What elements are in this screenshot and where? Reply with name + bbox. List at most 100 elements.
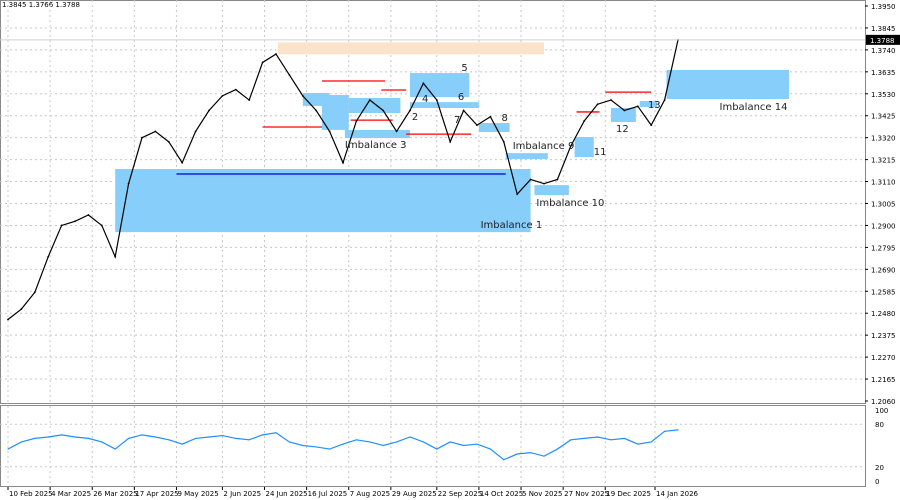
x-tick-label: 29 Aug 2025: [392, 490, 437, 498]
price-point: [502, 140, 505, 143]
price-point: [355, 120, 358, 122]
price-point: [583, 120, 586, 122]
y-tick-label: 1.3740: [871, 47, 896, 55]
price-point: [596, 103, 599, 106]
y-tick-label: 1.3425: [871, 113, 896, 121]
price-point: [449, 140, 452, 143]
imbalance-label: 12: [616, 124, 629, 135]
oscillator-point: [154, 436, 156, 438]
x-tick-label: 10 Feb 2025: [9, 490, 53, 498]
price-point: [234, 88, 237, 91]
price-point: [60, 224, 63, 227]
oscillator-point: [489, 448, 491, 450]
x-tick-label: 22 Sep 2025: [438, 490, 482, 498]
oscillator-point: [302, 444, 304, 447]
imbalance-zone: [574, 137, 594, 158]
imbalance-label: Imbalance 10: [536, 198, 604, 209]
x-tick-label: 2 Jun 2025: [223, 490, 261, 498]
x-tick-label: 27 Nov 2025: [564, 490, 609, 498]
y-tick-label: 1.2375: [871, 332, 896, 340]
oscillator-point: [664, 430, 666, 432]
imbalance-zone: [478, 123, 510, 133]
imbalance-label: 2: [412, 112, 418, 123]
price-point: [33, 291, 36, 294]
oscillator-point: [181, 443, 183, 445]
price-point: [435, 99, 438, 101]
price-panel-frame: [0, 0, 866, 404]
imbalance-label: 8: [502, 113, 508, 124]
imbalance-zone: [505, 153, 548, 159]
oscillator-point: [369, 441, 371, 443]
x-tick-label: 17 Apr 2025: [135, 490, 178, 498]
price-point: [74, 220, 76, 223]
oscillator-point: [556, 448, 559, 450]
oscillator-point: [342, 443, 344, 445]
oscillator-point: [168, 439, 170, 441]
oscillator-point: [422, 441, 424, 443]
price-point: [47, 255, 50, 258]
price-point: [663, 99, 666, 101]
imbalance-label: 11: [594, 147, 607, 158]
price-point: [141, 136, 143, 139]
oscillator-point: [503, 459, 505, 461]
price-point: [328, 130, 331, 133]
x-tick-label: 4 Mar 2025: [51, 490, 91, 498]
imbalance-zone: [348, 97, 401, 114]
price-point: [422, 82, 425, 85]
price-point: [462, 109, 465, 112]
price-point: [248, 99, 251, 101]
oscillator-point: [208, 436, 210, 438]
oscillator-point: [275, 432, 277, 434]
imbalance-label: 4: [422, 94, 428, 105]
oscillator-point: [114, 448, 116, 450]
oscillator-point: [476, 443, 478, 445]
imbalance-zone: [410, 102, 479, 108]
price-point: [569, 145, 572, 147]
imbalance-zone: [611, 107, 636, 122]
price-point: [154, 130, 157, 133]
price-point: [636, 105, 639, 108]
imbalance-label: Imbalance 3: [345, 140, 407, 151]
price-point: [100, 224, 103, 227]
oscillator-point: [195, 437, 197, 439]
oscillator-point: [47, 436, 49, 438]
oscillator-point: [543, 455, 545, 457]
price-point: [610, 99, 612, 101]
price-point: [342, 161, 344, 164]
oscillator-point: [382, 444, 384, 447]
oscillator-line: [7, 429, 679, 461]
x-tick-label: 24 Jun 2025: [266, 490, 308, 498]
imbalance-label: 13: [648, 100, 661, 111]
x-tick-label: 7 Aug 2025: [350, 490, 390, 498]
price-point: [315, 109, 318, 112]
oscillator-point: [449, 441, 451, 443]
imbalance-zone: [277, 42, 544, 55]
imbalance-zone: [344, 129, 410, 139]
y-tick-label: 1.2795: [871, 244, 896, 252]
oscillator-tick-label: 100: [875, 407, 888, 415]
oscillator-point: [583, 437, 585, 439]
imbalance-label: 6: [458, 92, 464, 103]
imbalance-zone: [321, 95, 349, 130]
x-tick-label: 14 Oct 2025: [480, 490, 523, 498]
oscillator-tick-label: 20: [875, 464, 884, 472]
oscillator-point: [396, 441, 398, 443]
imbalance-label: Imbalance 1: [481, 220, 543, 231]
price-point: [20, 308, 23, 310]
ohlc-readout: 1.3845 1.3766 1.3788: [2, 1, 80, 9]
oscillator-point: [610, 439, 612, 441]
y-tick-label: 1.3530: [871, 91, 896, 99]
price-point: [275, 53, 277, 55]
price-point: [261, 61, 264, 64]
oscillator-point: [623, 437, 626, 439]
imbalance-label: 7: [454, 115, 460, 126]
price-point: [288, 74, 291, 76]
price-point: [382, 109, 385, 112]
oscillator-point: [677, 429, 679, 431]
oscillator-point: [87, 437, 89, 439]
oscillator-point: [61, 434, 63, 436]
oscillator-point: [74, 436, 76, 438]
imbalance-label: Imbalance 9: [513, 141, 575, 152]
oscillator-point: [221, 434, 223, 437]
